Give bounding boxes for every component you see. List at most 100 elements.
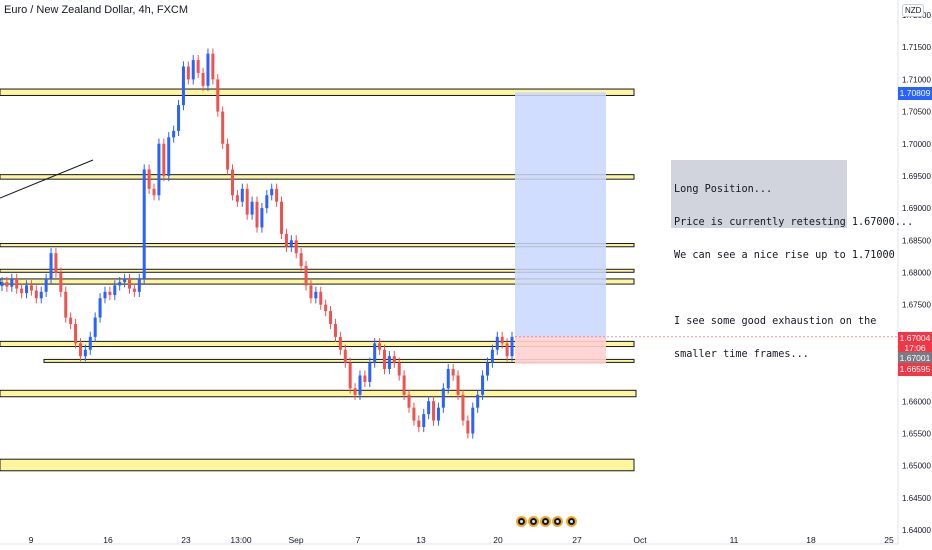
time-axis[interactable]: 9 16 23 13:00 Sep 7 13 20 27 Oct 11 18 25 — [29, 535, 894, 545]
candle-body — [476, 394, 480, 408]
y-tick-label: 1.65500 — [902, 429, 931, 438]
x-tick-label: 11 — [730, 535, 739, 545]
current-price-tag: 1.67001 — [898, 352, 932, 365]
annotation-note[interactable]: Long Position... Price is currently rete… — [671, 160, 913, 360]
candle-body — [118, 282, 122, 286]
candle-body — [319, 291, 323, 305]
candle-body — [128, 278, 131, 289]
x-tick-label: 7 — [356, 535, 361, 545]
y-tick-label: 1.70000 — [902, 140, 931, 149]
candle-body — [172, 130, 176, 138]
candle-body — [324, 304, 328, 312]
entry-price-tag: 1.67004 — [898, 332, 932, 345]
candle-body — [39, 291, 43, 299]
sr-zone — [0, 340, 635, 348]
candle-body — [157, 143, 161, 196]
candle-body — [162, 143, 166, 176]
candle-body — [314, 291, 318, 299]
candle-body — [417, 420, 421, 427]
candle-body — [436, 407, 440, 421]
candle-body — [294, 240, 298, 254]
candle-body — [54, 253, 58, 273]
sr-zone — [0, 268, 635, 273]
candle-body — [461, 394, 465, 421]
candle-body — [186, 66, 190, 80]
candle-body — [230, 169, 234, 196]
candle-body — [500, 336, 504, 344]
candle-body — [44, 278, 48, 292]
y-tick-label: 1.66000 — [902, 397, 931, 406]
candle-body — [275, 188, 279, 202]
currency-badge[interactable]: NZD — [902, 4, 925, 17]
y-tick-label: 1.67500 — [902, 301, 931, 310]
candle-body — [25, 285, 29, 294]
candle-body — [201, 72, 205, 86]
candle-body — [15, 278, 19, 289]
y-tick-label: 1.71500 — [902, 43, 931, 52]
candle-body — [358, 375, 362, 395]
candle-body — [78, 343, 82, 357]
candle-body — [309, 285, 313, 299]
candle-body — [98, 298, 102, 318]
candle-body — [226, 143, 230, 170]
long-position-tool[interactable] — [515, 92, 898, 364]
economic-event-icon[interactable] — [528, 516, 539, 527]
candle-body — [368, 362, 372, 382]
target-zone — [515, 92, 606, 337]
candle-body — [446, 369, 450, 389]
candle-body — [505, 343, 509, 357]
candle-body — [402, 375, 406, 395]
candle-body — [108, 291, 112, 296]
candle-body — [441, 388, 445, 408]
support-resistance-zones[interactable] — [0, 88, 637, 472]
x-tick-label: 18 — [806, 535, 816, 545]
candle-body — [412, 407, 416, 421]
y-tick-label: 1.65000 — [902, 462, 931, 471]
economic-event-icon[interactable] — [566, 516, 577, 527]
trend-line[interactable] — [0, 159, 94, 199]
x-tick-label: 20 — [493, 535, 503, 545]
candle-body — [289, 240, 293, 247]
x-tick-label: Sep — [288, 535, 303, 545]
economic-event-icon[interactable] — [516, 516, 527, 527]
candle-body — [216, 79, 220, 112]
candle-body — [152, 188, 156, 196]
sr-zone — [0, 458, 635, 472]
candle-body — [432, 401, 436, 421]
candle-body — [250, 201, 254, 215]
candle-body — [333, 324, 337, 337]
candle-body — [280, 201, 284, 234]
candle-body — [397, 362, 401, 376]
candle-body — [378, 343, 382, 350]
economic-event-icon[interactable] — [552, 516, 563, 527]
sr-zone — [0, 278, 635, 285]
candle-body — [93, 317, 97, 337]
candle-body — [69, 317, 73, 324]
candle-body — [196, 60, 200, 73]
stop-zone — [515, 336, 606, 364]
candle-body — [255, 201, 259, 228]
candle-body — [373, 343, 377, 363]
candle-body — [59, 272, 63, 292]
candle-body — [422, 414, 426, 427]
y-tick-label: 1.70500 — [902, 108, 931, 117]
candle-body — [392, 356, 396, 363]
x-tick-label: Oct — [633, 535, 647, 545]
candle-body — [456, 375, 460, 395]
candle-body — [177, 105, 181, 131]
candle-body — [137, 278, 141, 292]
note-line: We can see a nice rise up to 1.71000 — [674, 250, 895, 261]
candle-body — [29, 285, 33, 291]
x-tick-label: 9 — [29, 535, 34, 545]
target-price-tag: 1.70809 — [898, 87, 932, 100]
candle-body — [466, 420, 470, 434]
candle-body — [343, 349, 347, 363]
candle-body — [270, 188, 274, 196]
sr-zone — [0, 243, 635, 248]
candle-body — [495, 336, 499, 350]
candle-body — [74, 324, 78, 344]
x-tick-label: 13 — [416, 535, 426, 545]
sr-zone — [43, 358, 635, 363]
economic-event-icon[interactable] — [540, 516, 551, 527]
candle-body — [221, 111, 225, 144]
